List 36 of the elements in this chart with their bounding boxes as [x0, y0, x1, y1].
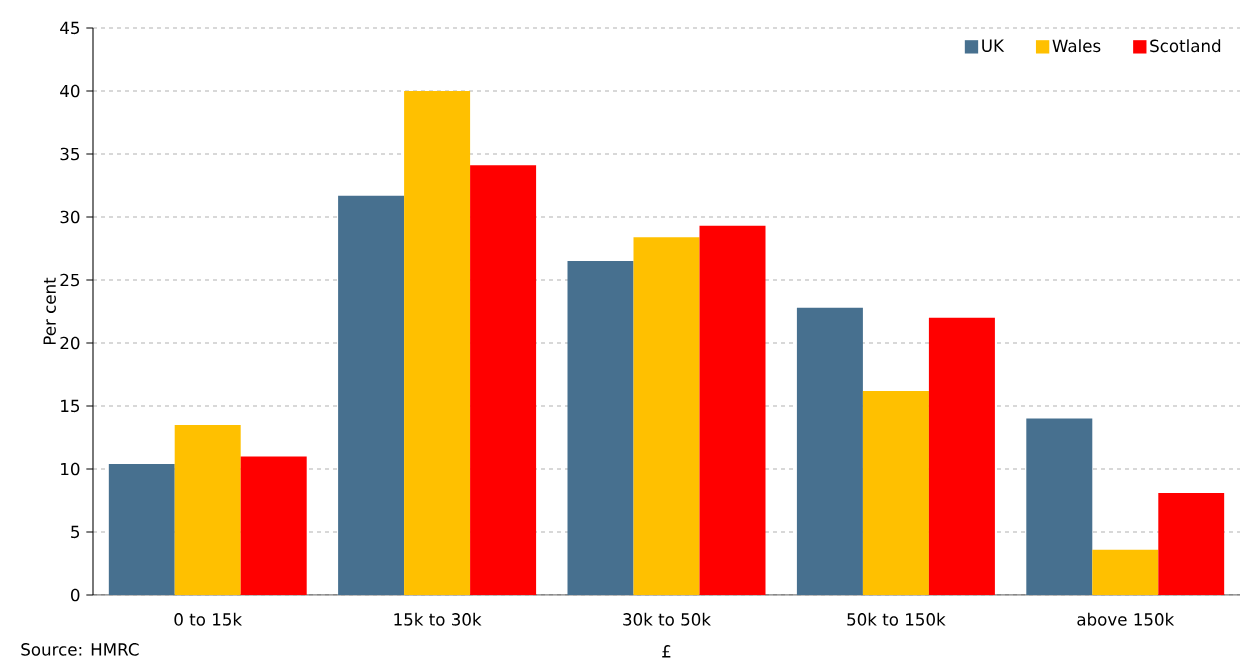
- bar: [470, 165, 537, 595]
- x-tick-label: 15k to 30k: [394, 612, 482, 626]
- bar: [338, 195, 405, 595]
- bar: [240, 456, 307, 595]
- y-tick-label: 30: [60, 210, 80, 224]
- y-tick-label: 45: [60, 21, 80, 35]
- bar: [174, 424, 241, 595]
- x-tick-label: 30k to 50k: [623, 612, 711, 626]
- y-tick-label: 10: [61, 462, 80, 476]
- y-tick-label: 35: [60, 147, 80, 161]
- bar: [1158, 492, 1225, 595]
- y-tick-label: 20: [60, 336, 80, 350]
- x-tick-label: above 150k: [1077, 612, 1175, 626]
- y-tick-label: 40: [60, 84, 80, 98]
- x-tick-label: 0 to 15k: [174, 612, 243, 626]
- y-tick-label: 25: [60, 273, 80, 287]
- x-tick-label: 50k to 150k: [847, 612, 946, 626]
- bar: [796, 307, 863, 595]
- bar: [108, 463, 175, 595]
- bar: [699, 225, 766, 595]
- legend-label: Wales: [1052, 39, 1101, 53]
- bar: [567, 261, 634, 595]
- y-tick-label: 0: [71, 588, 80, 602]
- bar: [633, 237, 700, 595]
- legend-label: Scotland: [1150, 39, 1221, 53]
- bar: [1026, 418, 1093, 595]
- y-tick-label: 5: [71, 525, 80, 539]
- y-axis-title: Per cent: [43, 277, 56, 345]
- y-tick-label: 15: [61, 399, 80, 413]
- legend-label: UK: [982, 39, 1005, 52]
- bar: [862, 390, 929, 595]
- bar: [404, 91, 471, 595]
- bar: [928, 317, 995, 595]
- bar: [1092, 549, 1159, 595]
- source-note: Source: HMRC: [21, 643, 139, 656]
- x-axis-title: £: [662, 645, 671, 658]
